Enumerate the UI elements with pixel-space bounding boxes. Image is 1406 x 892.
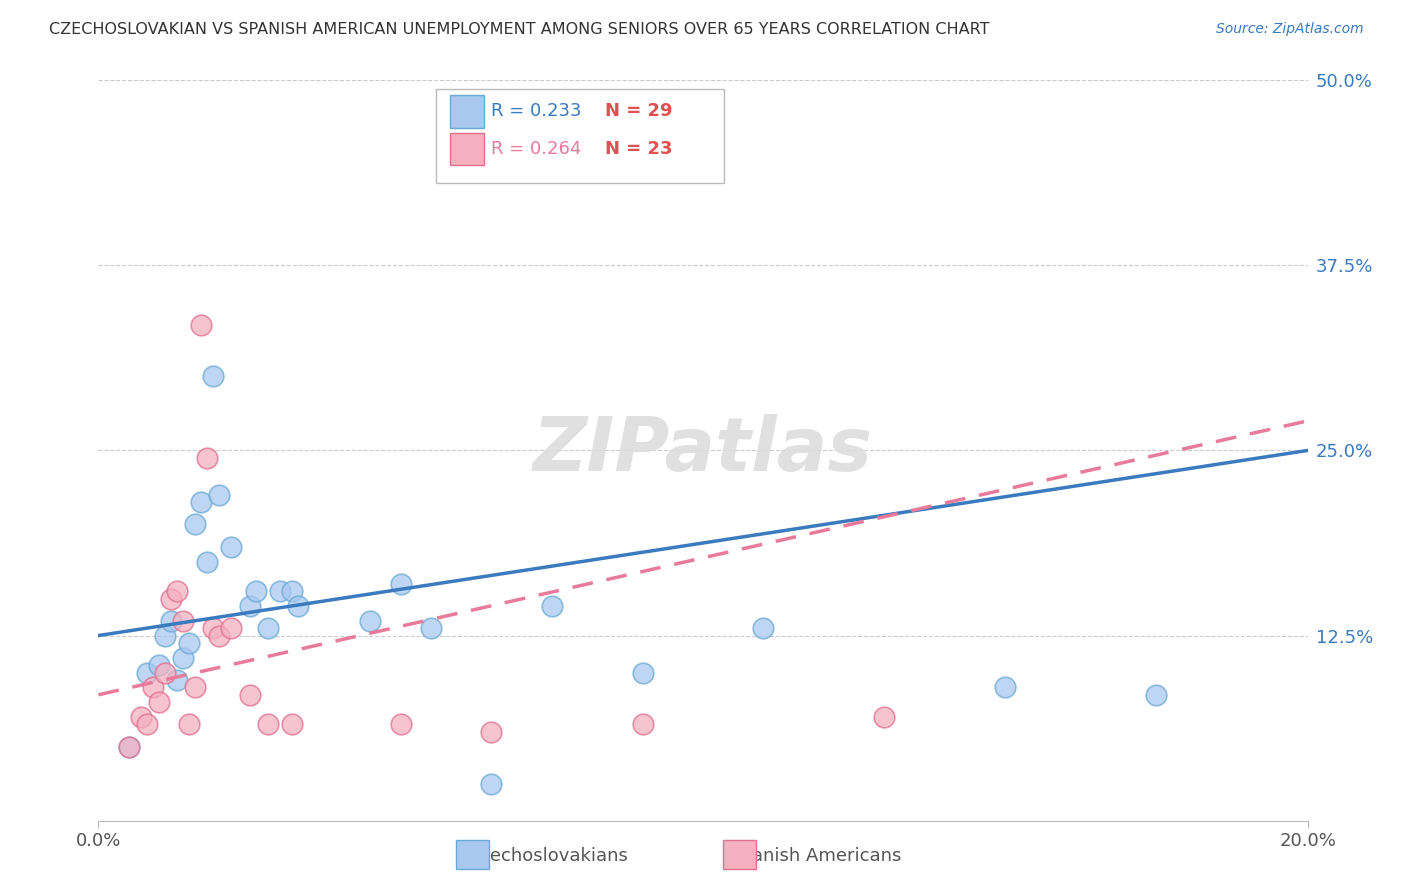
Point — [256, 621, 278, 635]
Point — [631, 717, 654, 731]
Point — [184, 681, 207, 695]
Point — [118, 739, 141, 754]
Text: ZIPatlas: ZIPatlas — [533, 414, 873, 487]
Point — [179, 636, 201, 650]
Point — [148, 658, 170, 673]
Point — [148, 695, 170, 709]
Point — [360, 614, 382, 628]
Point — [153, 628, 176, 642]
Point — [389, 576, 412, 591]
Point — [166, 584, 188, 599]
Point — [245, 584, 267, 599]
Point — [172, 650, 194, 665]
Point — [752, 621, 775, 635]
Point — [202, 621, 225, 635]
Point — [256, 717, 278, 731]
Point — [172, 614, 194, 628]
Point — [481, 776, 503, 791]
Point — [190, 318, 212, 332]
Point — [631, 665, 654, 680]
Point — [118, 739, 141, 754]
Point — [389, 717, 412, 731]
Text: CZECHOSLOVAKIAN VS SPANISH AMERICAN UNEMPLOYMENT AMONG SENIORS OVER 65 YEARS COR: CZECHOSLOVAKIAN VS SPANISH AMERICAN UNEM… — [49, 22, 990, 37]
Point — [142, 681, 165, 695]
Text: R = 0.264: R = 0.264 — [491, 140, 581, 158]
Point — [166, 673, 188, 687]
Text: Source: ZipAtlas.com: Source: ZipAtlas.com — [1216, 22, 1364, 37]
Text: Spanish Americans: Spanish Americans — [730, 847, 901, 865]
Point — [202, 369, 225, 384]
Text: N = 23: N = 23 — [605, 140, 672, 158]
Point — [540, 599, 562, 613]
Point — [135, 717, 157, 731]
Point — [281, 717, 304, 731]
Point — [208, 628, 231, 642]
Point — [160, 591, 183, 606]
Point — [420, 621, 443, 635]
Point — [153, 665, 176, 680]
Point — [195, 555, 218, 569]
Point — [873, 710, 896, 724]
Text: N = 29: N = 29 — [605, 103, 672, 120]
Point — [190, 495, 212, 509]
Point — [994, 681, 1017, 695]
Text: R = 0.233: R = 0.233 — [491, 103, 581, 120]
Point — [221, 540, 243, 554]
Point — [184, 517, 207, 532]
Point — [1144, 688, 1167, 702]
Point — [269, 584, 291, 599]
Point — [208, 488, 231, 502]
Point — [221, 621, 243, 635]
Point — [239, 599, 262, 613]
Point — [287, 599, 309, 613]
Point — [239, 688, 262, 702]
Point — [281, 584, 304, 599]
Point — [160, 614, 183, 628]
Point — [129, 710, 152, 724]
Text: Czechoslovakians: Czechoslovakians — [468, 847, 628, 865]
Point — [135, 665, 157, 680]
Point — [179, 717, 201, 731]
Point — [481, 724, 503, 739]
Point — [195, 450, 218, 465]
